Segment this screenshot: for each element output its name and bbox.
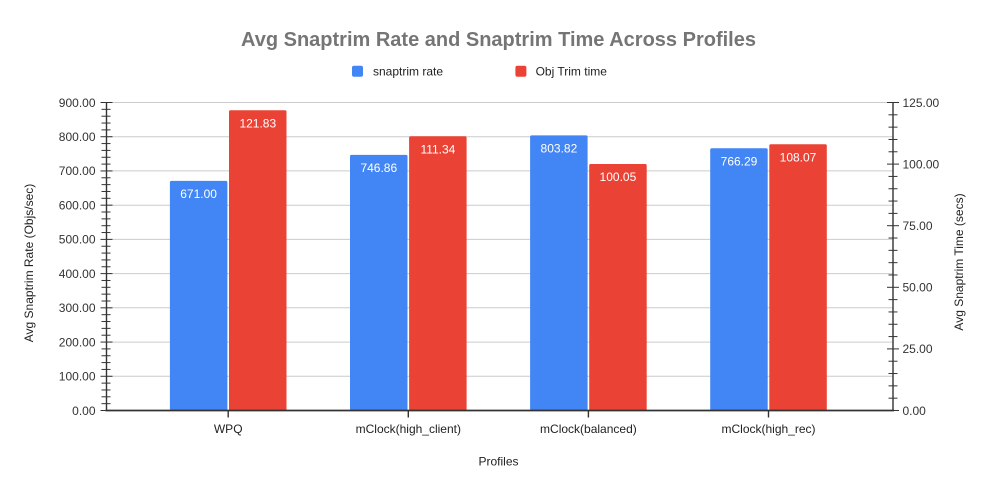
- svg-text:25.00: 25.00: [903, 342, 933, 356]
- svg-text:100.05: 100.05: [600, 170, 637, 184]
- svg-text:111.34: 111.34: [420, 142, 455, 156]
- svg-text:0.00: 0.00: [72, 404, 96, 418]
- svg-text:600.00: 600.00: [59, 199, 96, 213]
- svg-text:0.00: 0.00: [903, 404, 927, 418]
- svg-text:Avg Snaptrim Time (secs): Avg Snaptrim Time (secs): [952, 193, 966, 330]
- svg-text:746.86: 746.86: [360, 161, 397, 175]
- svg-text:snaptrim rate: snaptrim rate: [373, 65, 443, 79]
- svg-text:50.00: 50.00: [903, 281, 933, 295]
- svg-text:800.00: 800.00: [59, 130, 96, 144]
- svg-text:766.29: 766.29: [721, 155, 758, 169]
- svg-text:700.00: 700.00: [59, 164, 96, 178]
- svg-text:108.07: 108.07: [780, 150, 817, 164]
- svg-text:400.00: 400.00: [59, 267, 96, 281]
- svg-text:671.00: 671.00: [180, 187, 217, 201]
- svg-text:Obj Trim time: Obj Trim time: [536, 65, 608, 79]
- svg-text:900.00: 900.00: [59, 96, 96, 110]
- svg-text:mClock(high_rec): mClock(high_rec): [721, 422, 815, 436]
- svg-text:100.00: 100.00: [903, 157, 940, 171]
- svg-text:300.00: 300.00: [59, 301, 96, 315]
- svg-text:WPQ: WPQ: [214, 422, 243, 436]
- svg-text:125.00: 125.00: [903, 96, 940, 110]
- svg-text:200.00: 200.00: [59, 335, 96, 349]
- svg-text:mClock(high_client): mClock(high_client): [356, 422, 461, 436]
- svg-text:803.82: 803.82: [541, 142, 578, 156]
- svg-text:Avg Snaptrim Rate (Objs/sec): Avg Snaptrim Rate (Objs/sec): [22, 184, 36, 343]
- svg-text:121.83: 121.83: [239, 117, 276, 131]
- svg-text:75.00: 75.00: [903, 219, 933, 233]
- svg-text:Avg Snaptrim Rate and Snaptrim: Avg Snaptrim Rate and Snaptrim Time Acro…: [241, 29, 756, 51]
- svg-text:Profiles: Profiles: [478, 454, 518, 468]
- svg-text:100.00: 100.00: [59, 370, 96, 384]
- svg-text:mClock(balanced): mClock(balanced): [540, 422, 637, 436]
- svg-text:500.00: 500.00: [59, 233, 96, 247]
